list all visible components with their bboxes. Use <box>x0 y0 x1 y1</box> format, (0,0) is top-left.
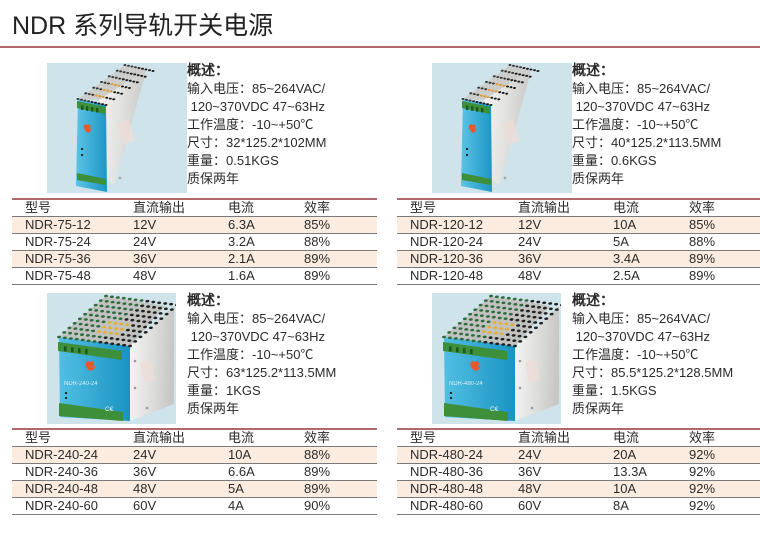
svg-text:C€: C€ <box>490 406 499 413</box>
svg-text:NDR-240-24: NDR-240-24 <box>64 381 98 387</box>
svg-text:NDR-480-24: NDR-480-24 <box>449 381 483 387</box>
svg-text:C€: C€ <box>105 406 114 413</box>
